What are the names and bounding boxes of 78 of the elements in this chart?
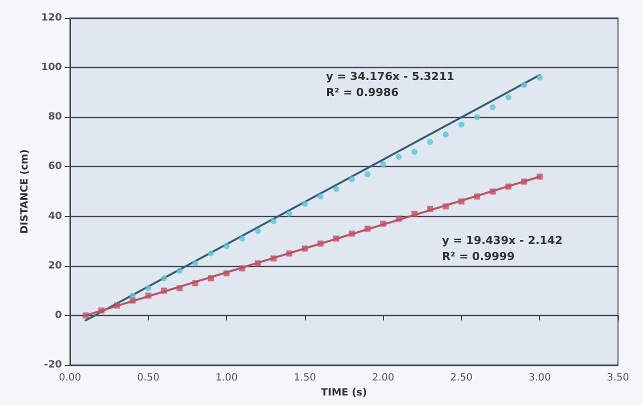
point: [98, 307, 104, 314]
point: [474, 193, 480, 200]
point: [380, 220, 386, 227]
point: [286, 250, 292, 256]
point: [348, 230, 355, 237]
point: [270, 218, 277, 224]
y-axis-title: DISTANCE (cm): [20, 149, 30, 234]
point: [145, 285, 152, 292]
point: [208, 250, 214, 256]
point: [160, 275, 167, 282]
point: [442, 131, 449, 138]
point: [145, 292, 152, 299]
point: [318, 193, 324, 200]
point: [411, 210, 418, 217]
x-tick-label: 3.00: [528, 372, 551, 384]
point: [458, 122, 464, 128]
annotation: y = 19.439x - 2.142: [442, 234, 563, 247]
point: [302, 200, 308, 207]
point: [442, 203, 449, 210]
point: [192, 260, 198, 266]
point: [239, 265, 246, 272]
point: [521, 82, 528, 88]
point: [302, 246, 308, 252]
point: [411, 148, 418, 155]
y-tick-label: -20: [44, 360, 62, 370]
y-tick-label: 20: [48, 260, 62, 272]
point: [536, 174, 543, 180]
x-axis-title: TIME (s): [321, 387, 367, 398]
point: [318, 240, 324, 247]
point: [474, 114, 480, 120]
x-tick-label: 1.00: [215, 372, 238, 384]
annotation: R² = 0.9999: [442, 250, 515, 263]
point: [536, 74, 543, 80]
point: [333, 186, 340, 192]
y-tick-label: 120: [41, 12, 62, 24]
x-tick-label: 2.00: [372, 372, 394, 384]
point: [333, 236, 340, 242]
point: [490, 104, 496, 110]
point: [208, 275, 214, 282]
point: [505, 94, 512, 100]
point: [270, 255, 277, 262]
point: [427, 206, 434, 212]
point: [176, 268, 183, 274]
x-tick-label: 1.50: [294, 372, 316, 384]
x-tick-label: 0.50: [137, 372, 160, 384]
point: [396, 154, 402, 160]
y-tick-label: 60: [48, 161, 62, 172]
point: [396, 216, 402, 222]
y-tick-label: 100: [41, 62, 62, 74]
point: [160, 288, 167, 294]
point: [458, 198, 464, 204]
point: [82, 312, 89, 318]
point: [239, 236, 246, 242]
annotation: y = 34.176x - 5.3211: [326, 70, 454, 83]
point: [192, 280, 198, 286]
x-tick-label: 2.50: [450, 372, 473, 384]
point: [364, 226, 370, 232]
annotation: R² = 0.9986: [326, 86, 399, 99]
point: [130, 298, 136, 304]
point: [224, 270, 230, 276]
x-tick-label: 0.00: [58, 372, 82, 384]
point: [176, 285, 183, 292]
x-tick-label: 3.50: [606, 372, 630, 384]
point: [364, 171, 370, 178]
point: [348, 176, 355, 182]
point: [254, 228, 261, 234]
point: [114, 302, 120, 309]
point: [286, 210, 292, 217]
y-tick-label: 40: [48, 210, 62, 222]
point: [505, 184, 512, 190]
point: [521, 178, 528, 185]
y-tick-label: 80: [48, 112, 62, 123]
point: [254, 260, 261, 266]
point: [427, 138, 434, 145]
point: [224, 243, 230, 250]
point: [490, 188, 496, 194]
y-tick-label: 0: [55, 310, 62, 321]
point: [380, 161, 386, 168]
